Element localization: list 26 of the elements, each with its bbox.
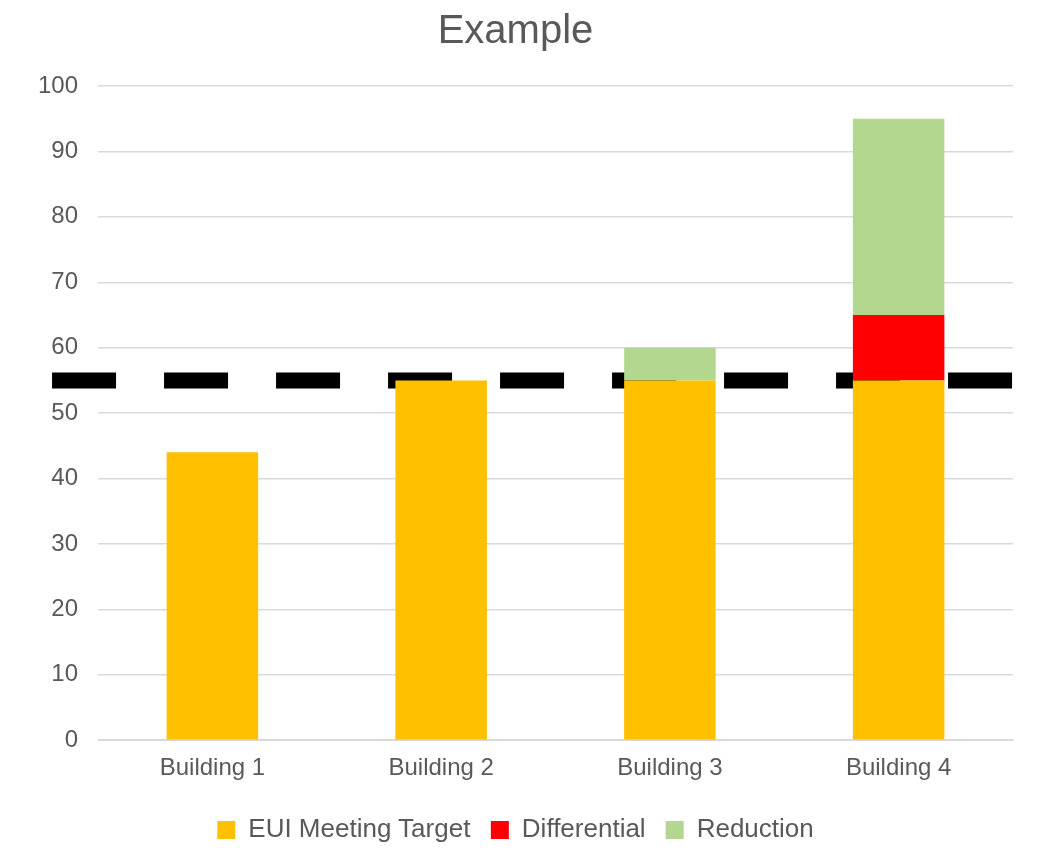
y-tick-label: 70 bbox=[51, 266, 79, 294]
legend-label: Reduction bbox=[696, 813, 814, 844]
bar bbox=[852, 118, 945, 315]
bar bbox=[852, 380, 945, 740]
y-tick-label: 100 bbox=[38, 70, 79, 98]
bar bbox=[395, 380, 487, 740]
bar bbox=[624, 380, 716, 740]
x-tick-label: Building 1 bbox=[159, 753, 266, 781]
x-tick-label: Building 2 bbox=[388, 753, 494, 781]
y-tick-label: 0 bbox=[64, 724, 79, 752]
y-tick-label: 10 bbox=[51, 659, 79, 687]
y-tick-label: 60 bbox=[51, 332, 79, 360]
y-tick-label: 90 bbox=[51, 136, 79, 164]
y-tick-label: 50 bbox=[51, 397, 79, 425]
y-tick-label: 80 bbox=[51, 201, 79, 229]
y-tick-label: 20 bbox=[51, 593, 79, 621]
chart-title: Example bbox=[437, 7, 594, 52]
bar bbox=[624, 347, 716, 381]
y-tick-label: 40 bbox=[51, 463, 79, 491]
legend-label: Differential bbox=[521, 813, 646, 844]
legend-label: EUI Meeting Target bbox=[248, 813, 472, 844]
x-tick-label: Building 3 bbox=[617, 753, 723, 781]
bar bbox=[166, 452, 259, 740]
bar bbox=[852, 314, 945, 381]
y-tick-label: 30 bbox=[51, 528, 79, 556]
x-tick-label: Building 4 bbox=[845, 753, 952, 781]
